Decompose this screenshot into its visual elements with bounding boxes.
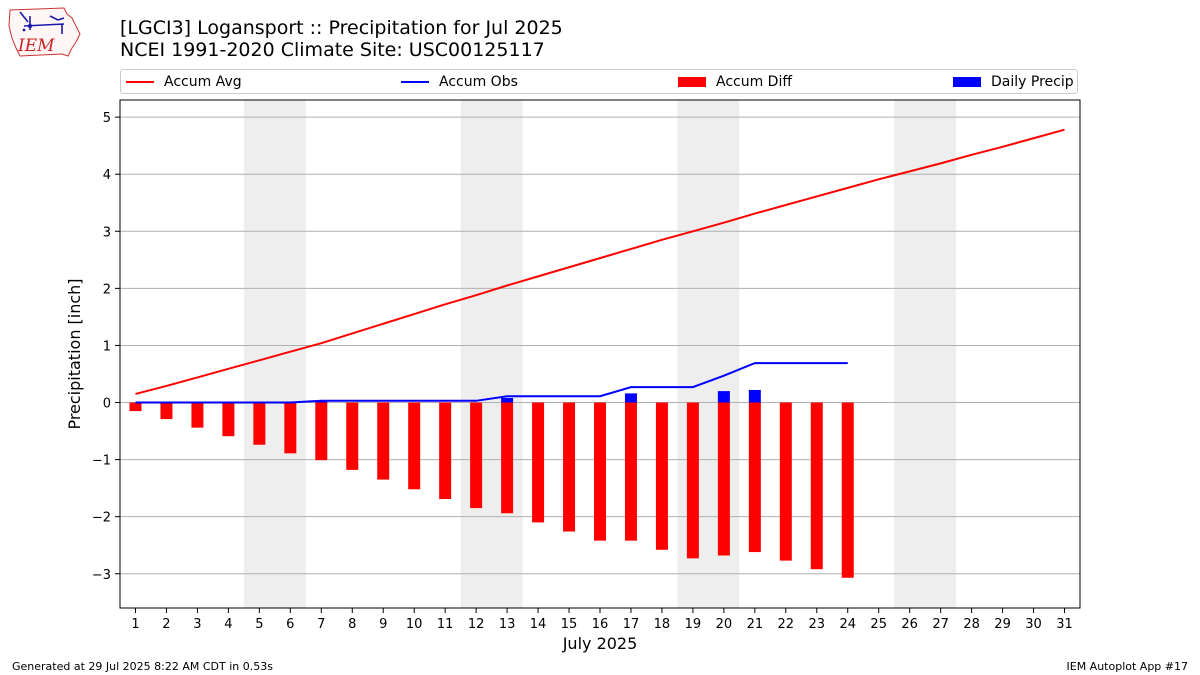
accum-diff-bar <box>624 402 637 541</box>
x-tick-label: 1 <box>131 617 139 632</box>
y-axis-label: Precipitation [inch] <box>65 278 84 429</box>
accum-diff-bar <box>655 402 668 550</box>
x-tick-label: 9 <box>379 617 387 632</box>
legend-swatch-accum-diff <box>678 77 706 87</box>
weekend-band <box>243 100 306 608</box>
accum-diff-bar <box>408 402 421 490</box>
x-axis-label: July 2025 <box>562 634 638 653</box>
x-tick-label: 26 <box>901 617 918 632</box>
daily-precip-bar <box>717 391 730 403</box>
weather-station-icon <box>19 11 65 34</box>
x-tick-label: 28 <box>963 617 980 632</box>
legend-item-accum-obs: Accum Obs <box>401 73 518 91</box>
logo-text: IEM <box>17 36 55 56</box>
x-tick-label: 12 <box>468 617 485 632</box>
legend: Accum Avg Accum Obs Accum Diff Daily Pre… <box>120 69 1078 94</box>
accum-diff-bar <box>748 402 761 553</box>
legend-label: Accum Obs <box>439 74 518 90</box>
accum-avg-line <box>135 128 1065 395</box>
accum-diff-bar <box>470 402 483 509</box>
x-tick-label: 8 <box>348 617 356 632</box>
x-tick-label: 19 <box>685 617 702 632</box>
chart-subtitle: NCEI 1991-2020 Climate Site: USC00125117 <box>120 39 545 61</box>
accum-diff-bar <box>222 402 235 437</box>
accum-diff-bar <box>686 402 699 559</box>
accum-diff-bar <box>810 402 823 570</box>
legend-swatch-daily-precip <box>953 77 981 87</box>
accum-diff-bar <box>129 402 142 412</box>
chart-title: [LGCI3] Logansport :: Precipitation for … <box>120 17 563 39</box>
x-tick-label: 18 <box>654 617 671 632</box>
x-tick-label: 22 <box>778 617 795 632</box>
accum-diff-bar <box>377 402 390 480</box>
x-tick-label: 10 <box>406 617 423 632</box>
legend-label: Daily Precip <box>991 74 1074 90</box>
accum-diff-bar <box>501 402 514 514</box>
y-tick-label: −3 <box>92 568 111 583</box>
x-tick-label: 2 <box>162 617 170 632</box>
y-tick-label: 5 <box>103 111 111 126</box>
y-tick-label: 3 <box>103 225 111 240</box>
x-tick-label: 5 <box>255 617 263 632</box>
x-tick-label: 21 <box>747 617 764 632</box>
iem-logo: IEM <box>8 7 81 57</box>
weekend-band <box>460 100 523 608</box>
legend-item-daily-precip: Daily Precip <box>953 73 1074 91</box>
accum-diff-bar <box>717 402 730 556</box>
generated-note: Generated at 29 Jul 2025 8:22 AM CDT in … <box>12 660 273 673</box>
x-tick-label: 15 <box>561 617 578 632</box>
x-tick-label: 17 <box>623 617 640 632</box>
accum-diff-bar <box>841 402 854 578</box>
x-tick-label: 4 <box>224 617 232 632</box>
y-tick-label: 4 <box>103 168 111 183</box>
x-tick-label: 25 <box>870 617 887 632</box>
accum-diff-bar <box>191 402 204 428</box>
daily-precip-bar <box>624 393 637 403</box>
accum-diff-bar <box>779 402 792 561</box>
legend-label: Accum Diff <box>716 74 793 90</box>
x-tick-label: 20 <box>716 617 733 632</box>
x-tick-label: 7 <box>317 617 325 632</box>
y-tick-label: 1 <box>103 339 111 354</box>
accum-diff-bar <box>594 402 606 541</box>
x-tick-label: 23 <box>809 617 826 632</box>
x-tick-label: 16 <box>592 617 609 632</box>
x-tick-label: 11 <box>437 617 454 632</box>
x-tick-label: 6 <box>286 617 294 632</box>
app-note: IEM Autoplot App #17 <box>1066 660 1189 673</box>
legend-swatch-accum-obs <box>401 81 429 83</box>
accum-diff-bar <box>532 402 545 523</box>
x-tick-label: 27 <box>932 617 949 632</box>
accum-diff-bar <box>253 402 266 445</box>
accum-diff-bar <box>160 402 173 420</box>
accum-diff-bar <box>563 402 576 532</box>
legend-label: Accum Avg <box>164 74 242 90</box>
daily-precip-bar <box>501 397 514 403</box>
y-tick-label: 0 <box>103 397 111 412</box>
x-tick-label: 24 <box>839 617 856 632</box>
weekend-band <box>677 100 740 608</box>
y-tick-label: 2 <box>103 282 111 297</box>
x-tick-label: 31 <box>1056 617 1073 632</box>
accum-diff-bar <box>439 402 452 499</box>
legend-swatch-accum-avg <box>126 81 154 83</box>
accum-diff-bar <box>315 402 328 461</box>
y-tick-label: −1 <box>92 454 111 469</box>
x-tick-label: 13 <box>499 617 516 632</box>
x-tick-label: 14 <box>530 617 547 632</box>
accum-diff-bar <box>284 402 297 454</box>
legend-item-accum-avg: Accum Avg <box>126 73 242 91</box>
y-tick-label: −2 <box>92 511 111 526</box>
weekend-band <box>894 100 957 608</box>
daily-precip-bar <box>748 389 761 403</box>
accum-obs-line <box>135 362 848 404</box>
x-tick-label: 29 <box>994 617 1011 632</box>
accum-diff-bar <box>346 402 359 470</box>
x-tick-label: 30 <box>1025 617 1042 632</box>
legend-item-accum-diff: Accum Diff <box>678 73 792 91</box>
x-tick-label: 3 <box>193 617 201 632</box>
